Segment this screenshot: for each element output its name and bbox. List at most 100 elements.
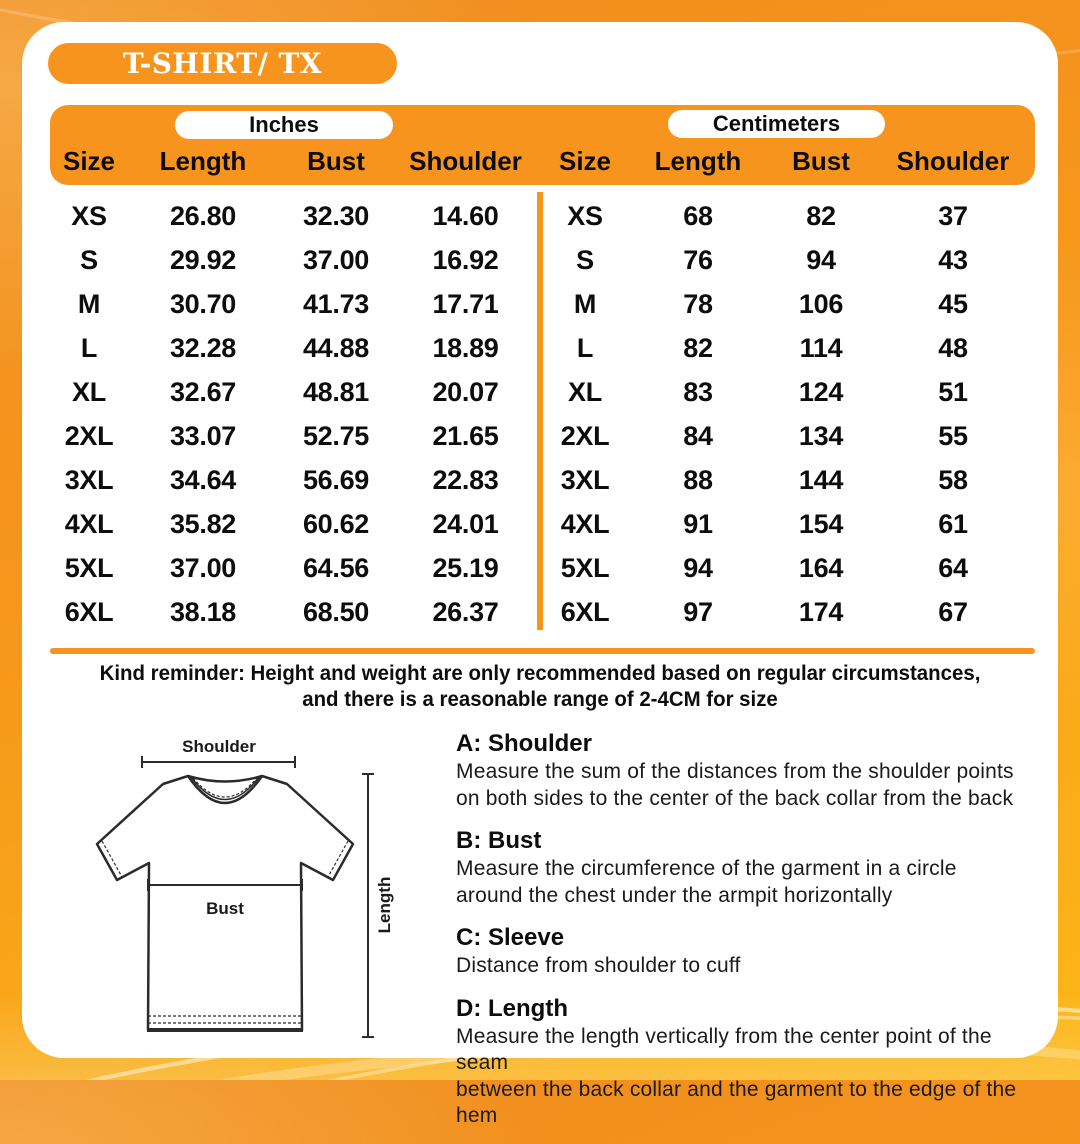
- cell-shoulder: 45: [938, 288, 968, 319]
- cell-size: 3XL: [64, 464, 114, 495]
- column-header-length: Length: [654, 145, 742, 176]
- cell-shoulder: 48: [938, 332, 968, 363]
- cell-shoulder: 26.37: [432, 596, 499, 627]
- table-row: 2XL 33.07 52.75 21.65: [50, 414, 537, 458]
- column-header-size: Size: [558, 145, 612, 176]
- cell-length: 35.82: [169, 508, 237, 539]
- cell-bust: 114: [799, 332, 843, 363]
- title-pill: T-SHIRT/ TX: [48, 43, 397, 84]
- cell-bust: 56.69: [302, 464, 370, 495]
- cell-length: 82: [683, 332, 713, 363]
- cell-length: 29.92: [169, 244, 237, 275]
- instruction-block: D: Length Measure the length vertically …: [456, 994, 1041, 1130]
- table-row: M 30.70 41.73 17.71: [50, 282, 537, 326]
- cell-shoulder: 17.71: [432, 288, 499, 319]
- cell-length: 94: [683, 552, 713, 583]
- length-measure-label: Length: [375, 877, 394, 934]
- cell-length: 26.80: [169, 200, 237, 231]
- cell-size: 5XL: [64, 552, 114, 583]
- horizontal-divider: [50, 648, 1035, 654]
- right-cuff-stitch: [327, 840, 349, 878]
- kind-reminder: Kind reminder: Height and weight are onl…: [48, 660, 1032, 712]
- cell-bust: 32.30: [302, 200, 370, 231]
- instruction-block: B: Bust Measure the circumference of the…: [456, 826, 1041, 909]
- shoulder-measure-line: [141, 756, 296, 768]
- cell-bust: 106: [798, 288, 844, 319]
- cell-length: 78: [683, 288, 713, 319]
- cell-size: XS: [71, 200, 107, 231]
- cell-length: 97: [683, 596, 713, 627]
- cell-shoulder: 64: [938, 552, 968, 583]
- cell-size: L: [80, 332, 98, 363]
- cell-bust: 124: [798, 376, 844, 407]
- column-header-shoulder: Shoulder: [409, 145, 522, 176]
- collar: [186, 775, 264, 805]
- table-row: XS 26.80 32.30 14.60: [50, 194, 537, 238]
- cell-shoulder: 61: [938, 508, 968, 539]
- kind-reminder-line2: and there is a reasonable range of 2-4CM…: [302, 687, 778, 711]
- cell-length: 32.28: [169, 332, 237, 363]
- cell-size: M: [573, 288, 597, 319]
- cell-length: 37.00: [169, 552, 237, 583]
- cell-size: XS: [567, 200, 603, 231]
- instruction-body: Measure the length vertically from the c…: [456, 1024, 1017, 1128]
- cell-length: 30.70: [169, 288, 237, 319]
- cell-size: L: [576, 332, 594, 363]
- cell-bust: 134: [798, 420, 844, 451]
- column-header-bust: Bust: [792, 145, 850, 176]
- inches-unit-label: Inches: [249, 112, 319, 137]
- cell-bust: 37.00: [302, 244, 370, 275]
- cell-shoulder: 37: [938, 200, 968, 231]
- stitching: [101, 840, 349, 1024]
- inches-table-body: XS 26.80 32.30 14.60 S 29.92 37.00 16.92…: [50, 194, 537, 634]
- cell-shoulder: 20.07: [432, 376, 499, 407]
- cell-length: 91: [683, 508, 713, 539]
- cell-length: 83: [683, 376, 713, 407]
- centimeters-table-body: XS 68 82 37 S 76 94 43 M 78 106 45 L 82: [545, 194, 1035, 634]
- cell-shoulder: 51: [938, 376, 968, 407]
- cell-length: 84: [683, 420, 713, 451]
- table-row: 3XL 34.64 56.69 22.83: [50, 458, 537, 502]
- left-cuff-stitch: [101, 840, 123, 878]
- cell-size: 6XL: [64, 596, 114, 627]
- cell-size: 3XL: [560, 464, 610, 495]
- kind-reminder-line1: Kind reminder: Height and weight are onl…: [99, 661, 981, 685]
- cell-size: S: [80, 244, 98, 275]
- table-row: L 82 114 48: [545, 326, 1035, 370]
- centimeters-unit-pill: Centimeters: [668, 110, 885, 138]
- inches-unit-pill: Inches: [175, 111, 393, 139]
- table-row: 5XL 94 164 64: [545, 546, 1035, 590]
- column-header-shoulder: Shoulder: [896, 145, 1010, 176]
- cell-shoulder: 22.83: [432, 464, 499, 495]
- tshirt-measurement-diagram: Shoulder: [85, 732, 445, 1044]
- vertical-divider: [537, 192, 543, 630]
- instruction-heading: C: Sleeve: [456, 924, 565, 951]
- instruction-body: Measure the sum of the distances from th…: [456, 760, 1014, 810]
- instruction-body: Measure the circumference of the garment…: [456, 857, 957, 907]
- shoulder-measure-label: Shoulder: [182, 737, 256, 756]
- instruction-body: Distance from shoulder to cuff: [456, 954, 741, 977]
- cell-shoulder: 55: [938, 420, 968, 451]
- collar-stitching: [192, 777, 258, 798]
- cell-length: 88: [683, 464, 713, 495]
- cell-bust: 64.56: [302, 552, 370, 583]
- table-row: 4XL 91 154 61: [545, 502, 1035, 546]
- table-row: XL 32.67 48.81 20.07: [50, 370, 537, 414]
- instruction-heading: A: Shoulder: [456, 730, 592, 757]
- cell-length: 33.07: [169, 420, 237, 451]
- cell-size: 5XL: [560, 552, 610, 583]
- cell-bust: 60.62: [302, 508, 370, 539]
- table-row: XS 68 82 37: [545, 194, 1035, 238]
- bust-measure-label: Bust: [206, 899, 244, 918]
- instruction-block: C: Sleeve Distance from shoulder to cuff: [456, 923, 1041, 980]
- cell-length: 68: [683, 200, 713, 231]
- cell-bust: 154: [798, 508, 844, 539]
- cell-bust: 94: [806, 244, 836, 275]
- table-row: 6XL 97 174 67: [545, 590, 1035, 634]
- cell-bust: 52.75: [302, 420, 370, 451]
- cell-length: 34.64: [169, 464, 237, 495]
- cell-length: 76: [683, 244, 713, 275]
- length-measure-line: [362, 773, 374, 1038]
- cell-bust: 164: [798, 552, 844, 583]
- cell-size: 4XL: [560, 508, 610, 539]
